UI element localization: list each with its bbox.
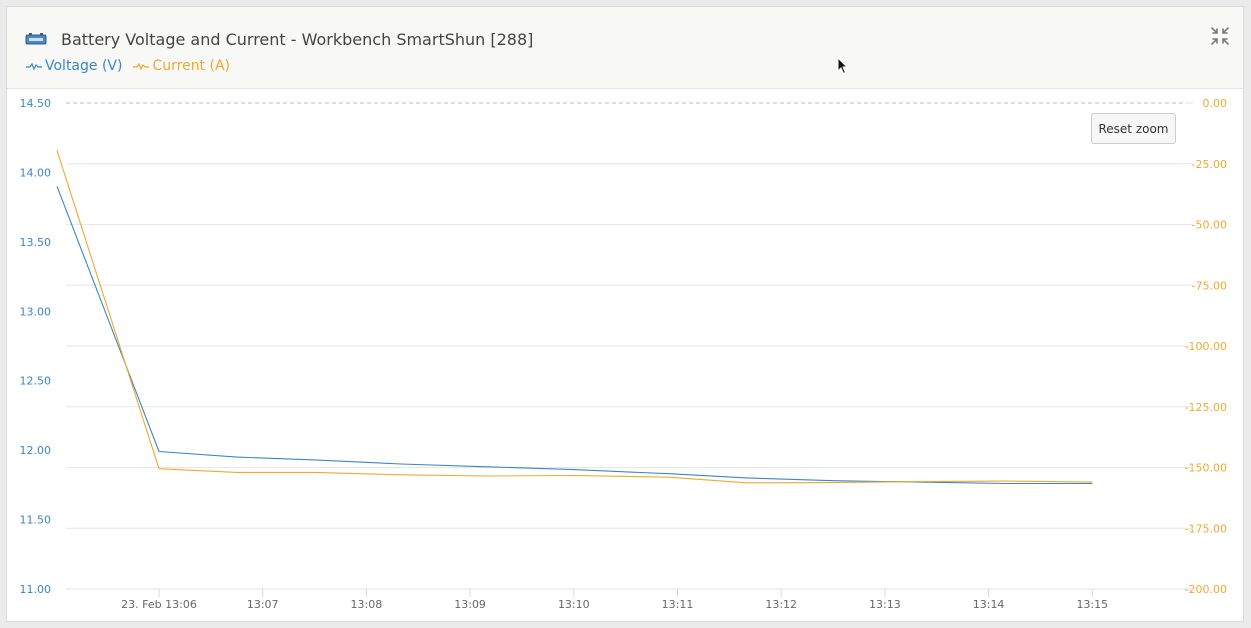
y-left-tick-label: 11.50 [20, 514, 52, 527]
y-right-tick-label: -175.00 [1185, 522, 1227, 535]
x-tick-label: 13:14 [973, 598, 1005, 611]
series-line-current [56, 150, 1093, 484]
y-right-tick-label: 0.00 [1203, 97, 1228, 110]
title-row: Battery Voltage and Current - Workbench … [25, 27, 533, 51]
line-legend-icon [26, 62, 42, 71]
y-right-tick-label: -25.00 [1192, 158, 1227, 171]
y-left-tick-label: 11.00 [20, 583, 52, 596]
legend-label-current: Current (A) [152, 58, 231, 74]
x-tick-label: 23. Feb 13:06 [121, 598, 197, 611]
y-right-tick-label: -125.00 [1185, 401, 1227, 414]
y-left-tick-label: 13.50 [20, 236, 52, 249]
chart-panel: Battery Voltage and Current - Workbench … [6, 6, 1244, 622]
y-left-tick-label: 14.50 [20, 97, 52, 110]
legend: Voltage (V) Current (A) [25, 58, 240, 74]
y-right-tick-label: -100.00 [1185, 340, 1227, 353]
x-tick-label: 13:15 [1076, 598, 1108, 611]
x-tick-label: 13:09 [454, 598, 486, 611]
line-legend-icon [133, 62, 150, 71]
y-left-tick-label: 12.50 [20, 375, 52, 388]
x-tick-label: 13:13 [869, 598, 901, 611]
x-tick-label: 13:12 [765, 598, 797, 611]
y-left-tick-label: 14.00 [20, 166, 52, 179]
y-right-tick-label: -50.00 [1192, 219, 1227, 232]
y-right-tick-label: -150.00 [1185, 462, 1227, 475]
collapse-arrows-icon[interactable] [1209, 25, 1231, 47]
chart-header: Battery Voltage and Current - Workbench … [7, 7, 1243, 89]
legend-label-voltage: Voltage (V) [45, 58, 123, 74]
mouse-cursor-icon [837, 57, 849, 75]
x-tick-label: 13:08 [351, 598, 383, 611]
y-right-tick-label: -200.00 [1185, 583, 1227, 596]
chart-title: Battery Voltage and Current - Workbench … [61, 29, 534, 49]
y-left-tick-label: 12.00 [20, 444, 52, 457]
series-line-voltage [56, 186, 1093, 485]
y-right-tick-label: -75.00 [1192, 279, 1227, 292]
reset-zoom-button[interactable]: Reset zoom [1091, 113, 1176, 144]
line-chart[interactable]: 14.50 14.00 13.50 13.00 12.50 12.00 11.50 11.00… [7, 89, 1244, 622]
y-left-tick-label: 13.00 [20, 305, 52, 318]
x-tick-label: 13:07 [247, 598, 279, 611]
battery-shunt-icon [25, 33, 47, 45]
legend-item-current[interactable]: Current (A) [132, 58, 230, 74]
x-tick-label: 13:10 [558, 598, 590, 611]
x-tick-label: 13:11 [662, 598, 694, 611]
legend-item-voltage[interactable]: Voltage (V) [25, 58, 122, 74]
